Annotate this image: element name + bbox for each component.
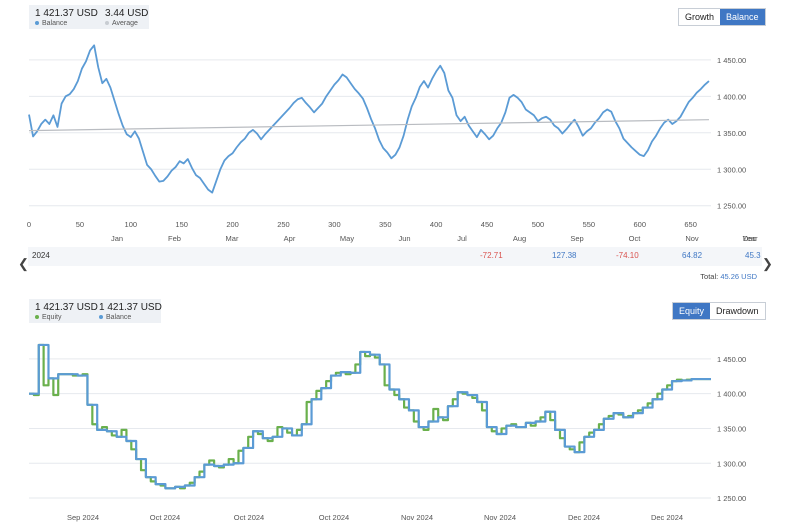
legend-balance-2-value: 1 421.37 USD xyxy=(99,302,162,313)
legend-average: 3.44 USD Average xyxy=(105,8,148,27)
month-value-sep: -72.71 xyxy=(480,251,503,260)
bottom-chart-toggle: Equity Drawdown xyxy=(672,302,766,320)
legend-balance-2-name: Balance xyxy=(106,314,132,321)
x-tick-label: 200 xyxy=(226,220,239,229)
legend-balance-2: 1 421.37 USD Balance xyxy=(99,302,162,321)
y-tick-label: 1 450.00 xyxy=(717,355,746,364)
year-label: Year xyxy=(742,234,758,243)
x-tick-label: Oct 2024 xyxy=(319,513,349,522)
legend-balance-value: 1 421.37 USD xyxy=(35,8,98,19)
x-tick-label: 250 xyxy=(277,220,290,229)
x-tick-label: Oct 2024 xyxy=(150,513,180,522)
y-tick-label: 1 300.00 xyxy=(717,165,746,174)
chevron-right-icon[interactable]: ❯ xyxy=(762,256,773,271)
y-tick-label: 1 350.00 xyxy=(717,129,746,138)
year-value-total: 45.3 xyxy=(745,251,761,260)
month-label: Nov xyxy=(685,234,699,243)
x-tick-label: Dec 2024 xyxy=(568,513,600,522)
yearly-summary-row: 2024 -72.71 127.38 -74.10 64.82 45.3 xyxy=(28,247,762,266)
total-value: 45.26 USD xyxy=(720,272,757,281)
month-value-oct: 127.38 xyxy=(552,251,577,260)
total-label: Total: xyxy=(700,272,719,281)
x-tick-label: Nov 2024 xyxy=(484,513,516,522)
month-label: Apr xyxy=(284,234,296,243)
x-tick-label: Dec 2024 xyxy=(651,513,683,522)
equity-button[interactable]: Equity xyxy=(673,303,711,319)
x-tick-label: 100 xyxy=(125,220,138,229)
y-tick-label: 1 400.00 xyxy=(717,390,746,399)
y-tick-label: 1 300.00 xyxy=(717,459,746,468)
month-label: Jun xyxy=(398,234,410,243)
y-tick-label: 1 250.00 xyxy=(717,202,746,211)
x-tick-label: 550 xyxy=(583,220,596,229)
month-label: Mar xyxy=(226,234,239,243)
x-tick-label: 600 xyxy=(633,220,646,229)
series-line-equity xyxy=(29,343,711,490)
legend-equity: 1 421.37 USD Equity xyxy=(35,302,98,321)
legend-equity-dot xyxy=(35,315,39,320)
series-line-average xyxy=(28,119,709,132)
legend-equity-name: Equity xyxy=(42,314,62,321)
equity-legend: 1 421.37 USD Equity 1 421.37 USD Balance xyxy=(29,299,162,323)
x-tick-label: 650 xyxy=(684,220,697,229)
x-tick-label: Oct 2024 xyxy=(234,513,264,522)
legend-balance-dot xyxy=(35,21,39,26)
month-label: Oct xyxy=(629,234,642,243)
legend-average-dot xyxy=(105,21,109,26)
month-label: May xyxy=(340,234,354,243)
x-tick-label: 350 xyxy=(379,220,392,229)
chevron-left-icon[interactable]: ❮ xyxy=(18,256,29,271)
x-tick-label: 150 xyxy=(175,220,188,229)
x-tick-label: 500 xyxy=(532,220,545,229)
x-tick-label: Sep 2024 xyxy=(67,513,99,522)
month-value-nov: -74.10 xyxy=(616,251,639,260)
legend-equity-value: 1 421.37 USD xyxy=(35,302,98,313)
legend-balance-name: Balance xyxy=(42,20,68,27)
x-tick-label: 50 xyxy=(76,220,84,229)
growth-button[interactable]: Growth xyxy=(685,12,715,22)
legend-average-value: 3.44 USD xyxy=(105,8,149,19)
y-tick-label: 1 400.00 xyxy=(717,92,746,101)
month-label: Aug xyxy=(513,234,526,243)
total-summary: Total: 45.26 USD xyxy=(700,272,757,281)
balance-chart: 1 250.00 1 300.00 1 350.00 1 400.00 1 450.00… xyxy=(27,44,758,243)
legend-average-name: Average xyxy=(112,20,138,27)
x-tick-label: Nov 2024 xyxy=(401,513,433,522)
month-label: Jan xyxy=(111,234,123,243)
legend-balance: 1 421.37 USD Balance xyxy=(35,8,98,27)
y-tick-label: 1 450.00 xyxy=(717,56,746,65)
y-tick-label: 1 250.00 xyxy=(717,494,746,503)
month-label: Feb xyxy=(168,234,181,243)
x-tick-label: 0 xyxy=(27,220,31,229)
month-label: Dec xyxy=(743,234,757,243)
year-row-label: 2024 xyxy=(32,251,50,260)
drawdown-button[interactable]: Drawdown xyxy=(716,306,759,316)
series-line-balance xyxy=(29,343,711,490)
equity-chart: 1 250.00 1 300.00 1 350.00 1 400.00 1 450.00… xyxy=(29,343,746,522)
balance-legend: 1 421.37 USD Balance 3.44 USD Average xyxy=(29,5,149,29)
month-label: Sep xyxy=(570,234,583,243)
x-tick-label: 450 xyxy=(481,220,494,229)
y-tick-label: 1 350.00 xyxy=(717,424,746,433)
series-line-balance xyxy=(28,44,710,194)
x-tick-label: 300 xyxy=(328,220,341,229)
x-tick-label: 400 xyxy=(430,220,443,229)
month-value-dec: 64.82 xyxy=(682,251,703,260)
month-label: Jul xyxy=(457,234,467,243)
legend-balance-2-dot xyxy=(99,315,103,320)
top-chart-toggle: Growth Balance xyxy=(678,8,766,26)
balance-button[interactable]: Balance xyxy=(720,9,765,25)
